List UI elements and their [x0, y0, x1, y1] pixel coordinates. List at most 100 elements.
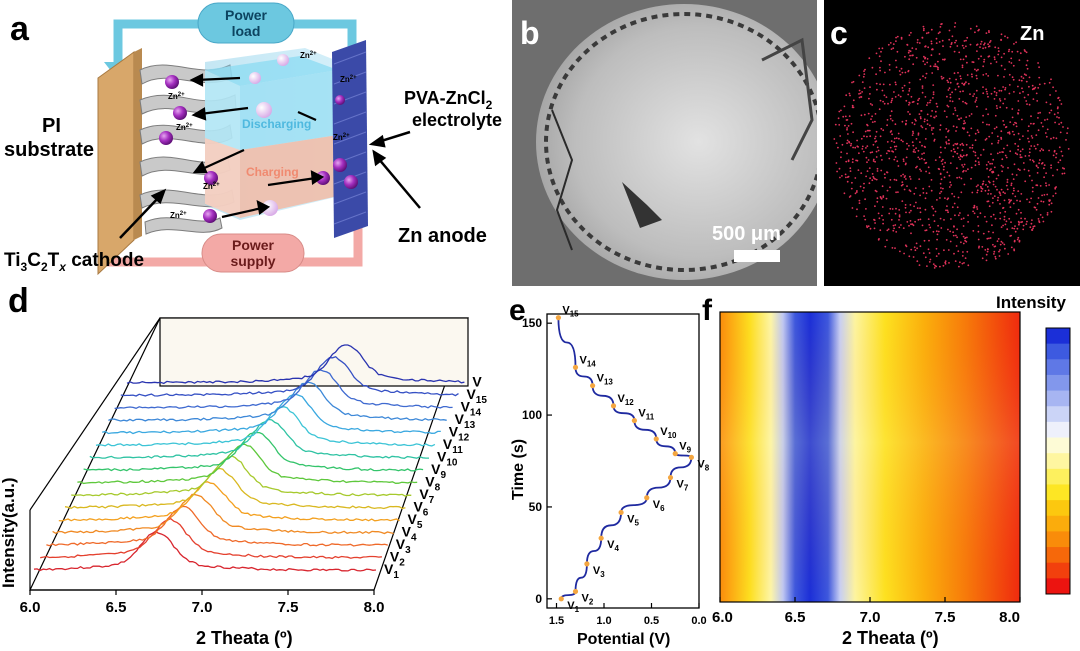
power-load-label-2: load	[232, 23, 261, 39]
chart-f-heatmap: f 6.0 6.5 7.0 7.5 8.0 Intensity 2 Theata (º)	[702, 293, 1071, 648]
chart-d-xtick-label: 6.5	[106, 599, 127, 616]
eds-map: c Zn	[824, 0, 1080, 286]
chart-e-point	[667, 474, 674, 481]
colorbar-swatch	[1046, 437, 1070, 454]
chart-d-series-label: V15	[466, 386, 487, 406]
chart-e-point	[653, 436, 659, 442]
colorbar-swatch	[1046, 328, 1070, 345]
chart-e-xtick-label: 0.5	[644, 615, 659, 627]
chart-d-xtick-label: 6.0	[20, 599, 41, 616]
chart-d-series-label: V4	[402, 524, 417, 544]
electrolyte-label-1: PVA-ZnCl2	[404, 88, 493, 112]
chart-d-series-line	[52, 493, 394, 535]
chart-e-point	[618, 509, 624, 516]
chart-d-series-line	[33, 530, 377, 572]
chart-d-series-label: V12	[449, 424, 470, 444]
sem-image: b 500 μm	[512, 0, 817, 286]
chart-d-xtick-label: 8.0	[364, 599, 385, 616]
chart-d-xlabel: 2 Theata (º)	[196, 628, 293, 648]
chart-d-series-line	[46, 505, 388, 547]
colorbar-swatch	[1046, 359, 1070, 376]
chart-e-xtick-label: 0.0	[691, 615, 706, 627]
chart-d-series-line	[126, 344, 465, 385]
panel-label-c: c	[830, 15, 848, 51]
chart-e-ytick-label: 150	[522, 316, 542, 330]
chart-d-series-line	[108, 381, 447, 422]
anode-label: Zn anode	[398, 225, 487, 247]
chart-d-series-line	[40, 517, 382, 560]
chart-f-xtick-label: 6.5	[785, 609, 806, 626]
chart-d-series-line	[77, 443, 418, 485]
chart-d-series-label: V10	[437, 449, 458, 469]
chart-e-point	[590, 383, 596, 389]
chart-e-ytick-label: 100	[522, 408, 542, 422]
panel-label-d: d	[8, 282, 29, 320]
chart-e-ytick-label: 0	[535, 592, 542, 606]
chart-e-point-label: V2	[582, 592, 594, 606]
sem-scale-text: 500 μm	[712, 223, 781, 245]
chart-f-xtick-label: 6.0	[712, 609, 733, 626]
svg-text:Zn2+: Zn2+	[176, 123, 193, 132]
chart-d-series-line	[58, 481, 400, 522]
chart-e-point	[631, 417, 637, 424]
chart-e-point	[558, 596, 564, 602]
chart-e-point-label: V13	[597, 373, 614, 387]
colorbar-swatch	[1046, 547, 1070, 564]
chart-d-series-label: V5	[408, 511, 423, 531]
chart-e-point	[598, 535, 604, 541]
cathode-label: Ti3C2Tx cathode	[4, 250, 144, 274]
power-supply-label-2: supply	[230, 253, 275, 269]
colorbar-swatch	[1046, 484, 1070, 501]
colorbar-swatch	[1046, 515, 1070, 532]
chart-e-point	[572, 588, 579, 595]
chart-e-point-label: V5	[627, 513, 639, 527]
chart-e-point-label: V9	[679, 441, 691, 455]
pi-label-2: substrate	[4, 139, 94, 161]
chart-d-series-label: V11	[443, 436, 463, 456]
chart-e-point-label: V11	[638, 408, 654, 422]
chart-e-point-label: V3	[593, 565, 605, 579]
chart-d-series-label: V7	[419, 486, 434, 506]
svg-text:Zn2+: Zn2+	[203, 182, 220, 191]
svg-text:Zn2+: Zn2+	[340, 75, 357, 84]
power-supply-label-1: Power	[232, 237, 275, 253]
colorbar-label: Intensity	[996, 293, 1066, 312]
chart-e-point	[688, 454, 694, 460]
chart-e-xlabel: Potential (V)	[577, 631, 670, 648]
electrolyte-label-2: electrolyte	[412, 110, 502, 130]
chart-d-series-label: V9	[431, 461, 446, 481]
chart-e-point	[555, 315, 561, 321]
chart-d-series-label: V8	[425, 474, 440, 494]
chart-e-point	[584, 561, 590, 567]
chart-e-point-label: V15	[562, 305, 579, 319]
chart-e-point-label: V7	[677, 479, 689, 493]
charging-label: Charging	[246, 165, 299, 179]
power-load-label-1: Power	[225, 7, 268, 23]
chart-d-series-line	[120, 355, 459, 397]
colorbar-swatch	[1046, 500, 1070, 517]
panel-label-f: f	[702, 294, 713, 327]
svg-text:Zn2+: Zn2+	[170, 211, 187, 220]
colorbar-swatch	[1046, 453, 1070, 470]
discharging-label: Discharging	[242, 117, 311, 131]
sem-scale-bar	[734, 250, 780, 262]
chart-e-point	[610, 403, 617, 409]
chart-f-xlabel: 2 Theata (º)	[842, 628, 939, 648]
chart-d-ylabel: Intensity(a.u.)	[0, 477, 18, 588]
colorbar-swatch	[1046, 562, 1070, 579]
chart-e-point	[572, 364, 579, 370]
chart-d-series-line	[95, 406, 436, 447]
chart-e-ylabel: Time (s)	[510, 439, 527, 500]
chart-d-series-line	[102, 393, 441, 435]
chart-d-series-label: V2	[390, 549, 405, 569]
chart-d-series-label: V14	[461, 399, 482, 419]
chart-d-series-line	[71, 455, 412, 497]
chart-d-series-label: V	[472, 374, 482, 390]
chart-d-xtick-label: 7.0	[192, 599, 213, 616]
colorbar-swatch	[1046, 578, 1070, 595]
chart-d-series-line	[64, 467, 406, 510]
chart-d-series-line	[83, 431, 424, 472]
eds-element-label: Zn	[1020, 23, 1044, 45]
